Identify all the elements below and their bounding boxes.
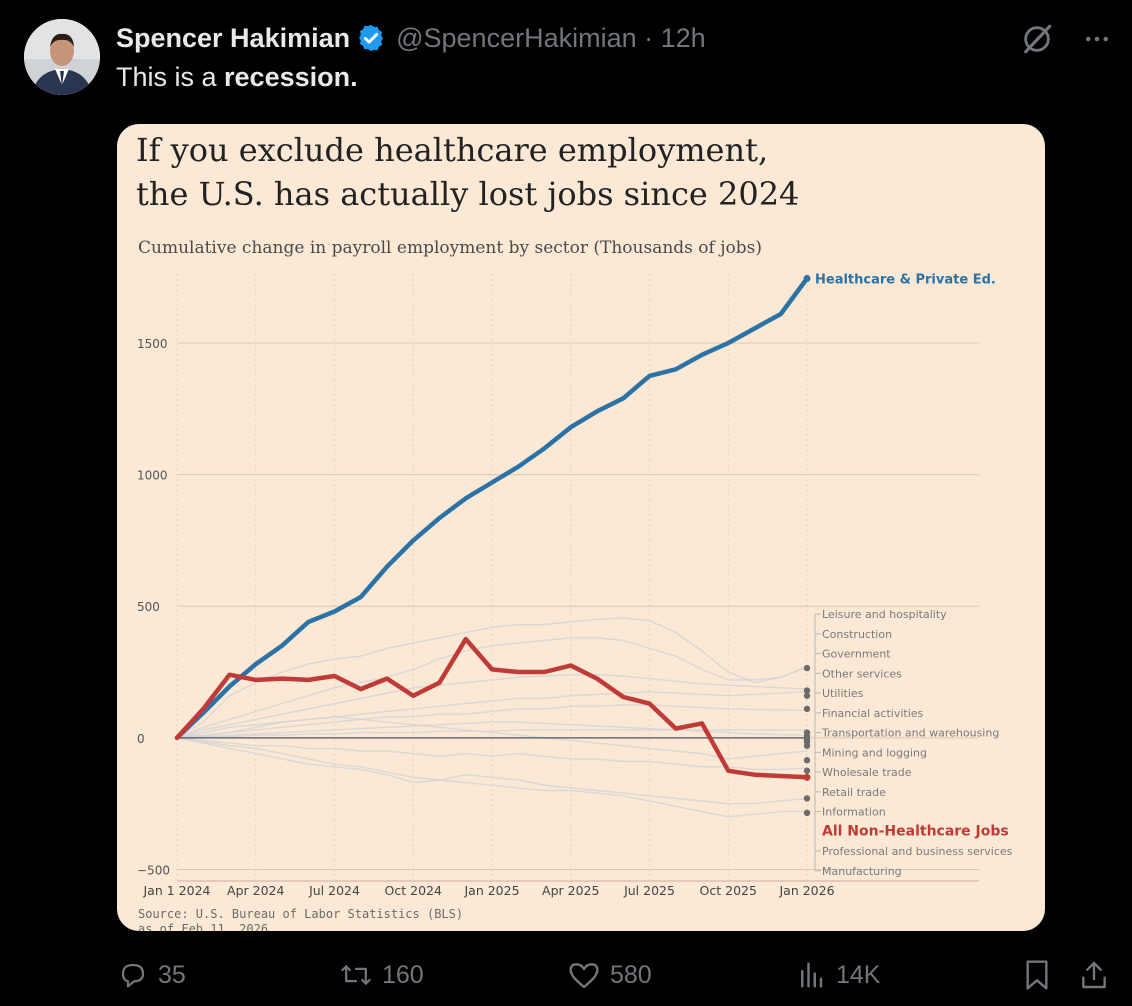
healthcare-series-line xyxy=(174,276,810,741)
sector-label: Government xyxy=(822,648,891,661)
bookmark-icon xyxy=(1026,960,1048,990)
x-tick-label: Jan 2025 xyxy=(463,883,519,898)
sector-line xyxy=(176,674,808,739)
sector-label: Retail trade xyxy=(822,786,886,799)
repost-button[interactable]: 160 xyxy=(340,948,424,1002)
chart-source-line-2: as of Feb 11, 2026 xyxy=(138,922,268,931)
like-button[interactable]: 580 xyxy=(568,948,652,1002)
sector-label: Financial activities xyxy=(822,707,924,720)
views-button[interactable]: 14K xyxy=(796,948,880,1002)
sector-line xyxy=(176,737,808,805)
x-tick-label: Jul 2025 xyxy=(623,883,675,898)
repost-count: 160 xyxy=(382,960,424,989)
more-options-icon[interactable] xyxy=(1082,24,1112,54)
sector-label: Construction xyxy=(822,628,892,641)
chart-title-line-2: the U.S. has actually lost jobs since 20… xyxy=(136,175,799,213)
bookmark-button[interactable] xyxy=(1022,948,1052,1002)
non-healthcare-series-line xyxy=(174,636,810,780)
sector-label: Mining and logging xyxy=(822,746,927,759)
sector-line xyxy=(176,721,808,739)
sector-line xyxy=(176,704,808,739)
views-count: 14K xyxy=(836,960,881,989)
y-tick-label: 1000 xyxy=(137,469,168,483)
sector-line xyxy=(176,637,808,739)
x-tick-label: Apr 2024 xyxy=(227,883,284,898)
sector-endpoint-dot xyxy=(803,757,811,764)
sector-endpoint-dot xyxy=(803,809,811,817)
share-button[interactable] xyxy=(1078,948,1110,1002)
sector-label: Professional and business services xyxy=(822,845,1013,858)
heart-icon xyxy=(569,963,599,989)
repost-icon xyxy=(341,965,371,985)
series-endpoint-dot xyxy=(803,773,811,781)
y-axis: 1500 1000 500 0 −500 xyxy=(137,337,170,877)
y-tick-label: 1500 xyxy=(137,337,168,351)
non-healthcare-series-label: All Non-Healthcare Jobs xyxy=(822,823,1009,839)
tweet-action-bar: 35 160 580 14K xyxy=(0,948,1132,1002)
sector-endpoint-dot xyxy=(803,664,811,672)
y-tick-label: 500 xyxy=(137,600,160,614)
x-tick-label: Jan 2026 xyxy=(778,883,834,898)
share-icon xyxy=(1082,961,1106,989)
sector-endpoint-dot xyxy=(803,692,811,699)
sector-line xyxy=(176,729,807,739)
x-tick-label: Jan 1 2024 xyxy=(143,883,211,898)
tweet-top-icons xyxy=(1020,22,1112,56)
sector-endpoint-dot xyxy=(803,705,811,713)
chart-subtitle: Cumulative change in payroll employment … xyxy=(138,238,762,258)
views-chart-icon xyxy=(801,962,823,988)
author-name[interactable]: Spencer Hakimian xyxy=(116,22,351,53)
sector-label: Utilities xyxy=(822,687,864,700)
sector-endpoint-dot xyxy=(803,795,811,802)
y-tick-label: −500 xyxy=(137,863,170,877)
x-tick-label: Jul 2024 xyxy=(308,883,360,898)
y-tick-label: 0 xyxy=(137,732,145,746)
x-tick-label: Oct 2025 xyxy=(700,883,757,898)
sector-endpoint-dot xyxy=(803,742,811,749)
x-tick-label: Apr 2025 xyxy=(542,883,599,898)
like-count: 580 xyxy=(610,960,652,989)
verified-badge-icon xyxy=(359,24,383,52)
sector-label: Other services xyxy=(822,667,902,680)
highlight-series: Healthcare & Private Ed. All Non-Healthca… xyxy=(174,272,1009,839)
avatar-photo xyxy=(24,19,100,95)
x-tick-label: Oct 2024 xyxy=(385,883,442,898)
reply-icon xyxy=(121,963,145,988)
chart-source-line-1: Source: U.S. Bureau of Labor Statistics … xyxy=(138,907,463,921)
grok-icon[interactable] xyxy=(1020,22,1054,56)
tweet-header: Spencer Hakimian @SpencerHakimian · 12h xyxy=(116,20,706,56)
sector-endpoint-dot xyxy=(803,767,811,774)
healthcare-series-label: Healthcare & Private Ed. xyxy=(815,272,996,287)
reply-button[interactable]: 35 xyxy=(118,948,186,1002)
sector-label: Leisure and hospitality xyxy=(822,608,947,621)
sector-line xyxy=(176,617,808,739)
background-sector-lines xyxy=(176,617,808,818)
x-axis: Jan 1 2024 Apr 2024 Jul 2024 Oct 2024 Jan 20… xyxy=(143,880,979,898)
sector-label: Manufacturing xyxy=(822,865,902,878)
sector-line xyxy=(176,737,807,818)
chart-svg: If you exclude healthcare employment, th… xyxy=(136,131,1013,931)
avatar[interactable] xyxy=(24,19,100,95)
sector-line xyxy=(176,716,808,760)
sector-label: Wholesale trade xyxy=(822,766,912,779)
sector-endpoint-dot xyxy=(803,687,811,694)
tweet-text-plain: This is a xyxy=(116,62,225,92)
sector-label: Transportation and warehousing xyxy=(821,727,999,740)
tweet-text-bold: recession. xyxy=(224,62,358,92)
reply-count: 35 xyxy=(158,960,186,989)
sector-label: Information xyxy=(822,806,886,819)
sector-line xyxy=(176,737,808,771)
author-handle-time[interactable]: @SpencerHakimian · 12h xyxy=(396,22,706,53)
sector-labels: Leisure and hospitality Construction Gover… xyxy=(803,608,1013,878)
chart-title-line-1: If you exclude healthcare employment, xyxy=(136,131,768,169)
series-endpoint-dot xyxy=(803,274,811,282)
tweet-text: This is a recession. xyxy=(116,62,358,93)
tweet-media-chart[interactable]: If you exclude healthcare employment, th… xyxy=(117,124,1045,931)
